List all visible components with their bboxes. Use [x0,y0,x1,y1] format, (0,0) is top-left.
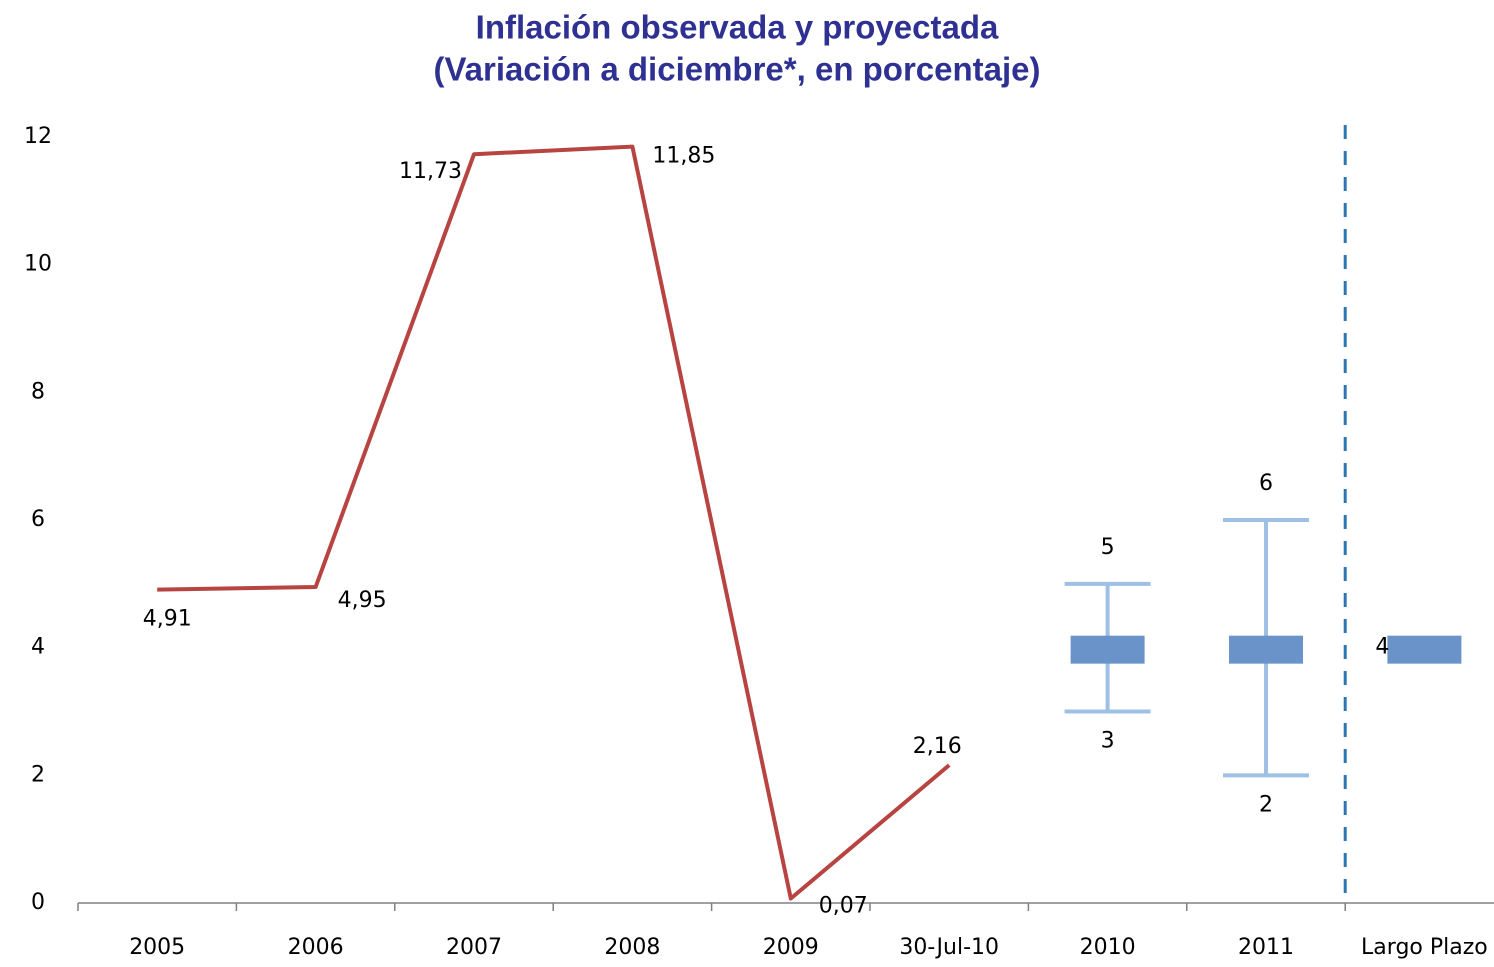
range-label-low: 3 [1101,729,1115,754]
chart-title: Inflación observada y proyectada [476,9,999,46]
value-label: 4,91 [143,607,192,632]
x-tick-label: Largo Plazo [1361,935,1488,960]
target-box [1229,635,1303,664]
value-label: 11,73 [399,159,462,184]
y-tick-label: 10 [24,252,52,277]
target-box [1387,635,1462,664]
y-tick-label: 12 [24,124,52,149]
chart-subtitle: (Variación a diciembre*, en porcentaje) [433,51,1040,88]
range-label-high: 5 [1101,535,1115,560]
x-tick-label: 2011 [1238,935,1294,960]
x-tick-label: 2009 [763,935,819,960]
target-label: 4 [1375,635,1389,660]
value-label: 11,85 [652,144,715,169]
y-tick-label: 6 [31,507,45,532]
value-label: 0,07 [819,894,868,919]
x-tick-label: 30-Jul-10 [899,935,999,960]
y-tick-label: 8 [31,379,45,404]
x-tick-label: 2010 [1080,935,1136,960]
y-tick-label: 0 [31,890,45,915]
line [157,144,951,901]
x-tick-label: 2007 [446,935,502,960]
target-box [1070,635,1145,664]
x-tick-label: 2006 [288,935,344,960]
x-tick-label: 2005 [129,935,185,960]
value-label: 4,95 [338,588,387,613]
y-tick-label: 4 [31,635,45,660]
range-label-high: 6 [1259,471,1273,496]
value-label: 2,16 [913,734,962,759]
range-label-low: 2 [1259,792,1273,817]
y-tick-label: 2 [31,762,45,787]
x-tick-label: 2008 [604,935,660,960]
